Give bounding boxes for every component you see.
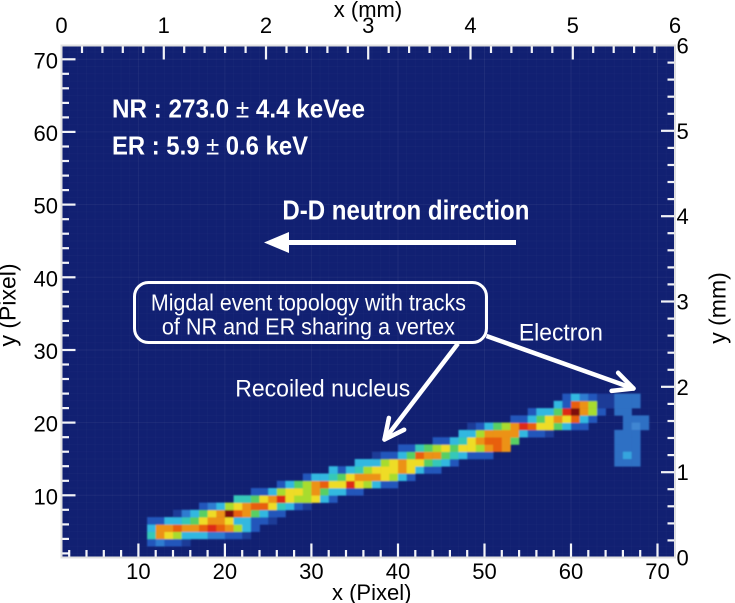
svg-text:ER : 5.9 ± 0.6 keV: ER : 5.9 ± 0.6 keV [112,131,309,161]
svg-text:6: 6 [669,13,681,38]
svg-text:y (mm): y (mm) [705,272,731,344]
svg-text:2: 2 [260,13,272,38]
svg-text:of NR and ER sharing a vertex: of NR and ER sharing a vertex [162,314,455,340]
svg-text:0: 0 [677,546,689,571]
svg-text:10: 10 [34,484,58,509]
svg-text:x (mm): x (mm) [334,0,402,22]
svg-text:40: 40 [386,559,410,584]
svg-text:30: 30 [299,559,323,584]
svg-text:1: 1 [158,13,170,38]
svg-text:60: 60 [34,121,58,146]
svg-text:3: 3 [362,13,374,38]
svg-text:x (Pixel): x (Pixel) [332,580,411,603]
svg-text:Electron: Electron [519,320,603,347]
svg-text:4: 4 [677,204,689,229]
svg-text:NR : 273.0 ± 4.4 keVee: NR : 273.0 ± 4.4 keVee [112,94,365,124]
svg-text:1: 1 [677,460,689,485]
svg-text:5: 5 [677,119,689,144]
svg-text:6: 6 [677,34,689,59]
svg-text:70: 70 [34,48,58,73]
svg-text:4: 4 [464,13,476,38]
svg-text:60: 60 [559,559,583,584]
svg-text:10: 10 [126,559,150,584]
svg-text:5: 5 [567,13,579,38]
svg-text:20: 20 [34,412,58,437]
svg-text:Recoiled nucleus: Recoiled nucleus [235,375,410,402]
svg-text:2: 2 [677,375,689,400]
svg-text:50: 50 [34,194,58,219]
svg-text:50: 50 [472,559,496,584]
svg-text:3: 3 [677,290,689,315]
svg-text:30: 30 [34,339,58,364]
svg-text:40: 40 [34,266,58,291]
svg-text:y (Pixel): y (Pixel) [0,263,21,346]
svg-text:70: 70 [645,559,669,584]
svg-text:0: 0 [55,13,67,38]
svg-text:20: 20 [213,559,237,584]
svg-text:Migdal event topology with tra: Migdal event topology with tracks [151,290,466,316]
svg-text:D-D neutron direction: D-D neutron direction [282,195,529,226]
